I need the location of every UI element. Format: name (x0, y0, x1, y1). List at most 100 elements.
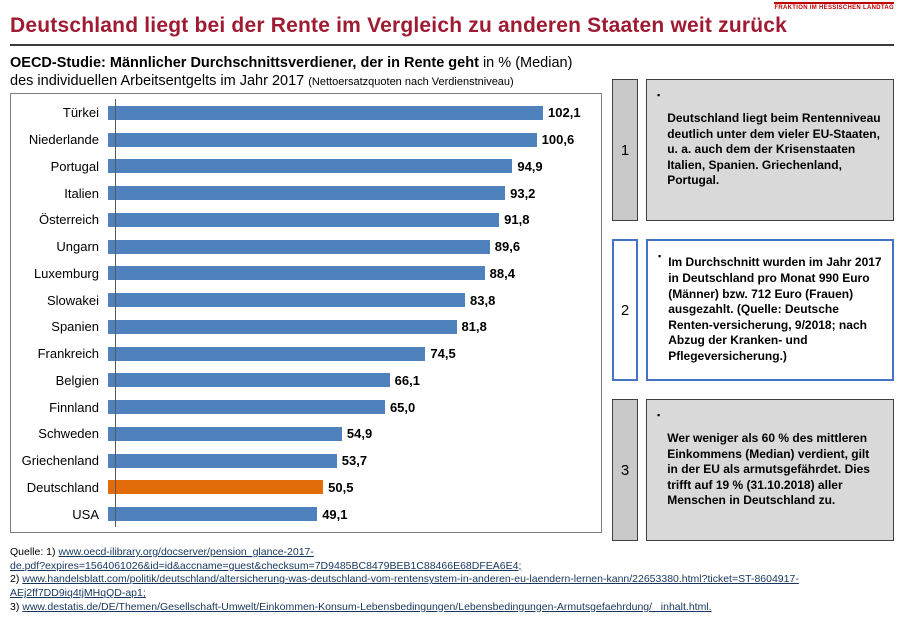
bar-track: 74,5 (107, 341, 597, 367)
category-label: Frankreich (37, 346, 99, 361)
bar-row: Spanien 81,8 (11, 314, 597, 340)
title-divider (10, 44, 894, 46)
main-content: OECD-Studie: Männlicher Durchschnittsver… (10, 55, 894, 541)
bar (108, 132, 537, 147)
bar-row: Österreich 91,8 (11, 207, 597, 233)
source-link[interactable]: www.handelsblatt.com/politik/deutschland… (10, 573, 799, 599)
bar (108, 293, 466, 307)
bar (108, 266, 485, 281)
bar-row: Slowakei 83,8 (11, 287, 597, 313)
source-line: 3) www.destatis.de/DE/Themen/Gesellschaf… (10, 601, 898, 615)
category-label: Portugal (50, 158, 99, 174)
bar-track: 65,0 (107, 394, 597, 420)
bar-row: Türkei 102,1 (11, 100, 597, 126)
bar-row: Portugal 94,9 (11, 153, 597, 179)
value-label: 88,4 (489, 265, 515, 281)
bar-track: 83,8 (107, 287, 597, 313)
value-label: 65,0 (389, 399, 416, 415)
bar-highlight (108, 480, 324, 495)
category-label: Österreich (39, 212, 99, 228)
bar-track: 81,8 (107, 314, 597, 340)
bar-track: 53,7 (107, 448, 597, 474)
value-label: 102,1 (548, 105, 581, 121)
value-label: 94,9 (517, 158, 543, 174)
bar-row: Griechenland 53,7 (11, 448, 597, 474)
bar-row: Belgien 66,1 (11, 367, 597, 393)
value-label: 100,6 (541, 132, 575, 147)
note-row: 2 ▪ Im Durchschnitt wurden im Jahr 2017 in… (612, 239, 894, 381)
bar-chart: Türkei 102,1 Niederlande 100,6 Portugal 94,9 I… (10, 93, 602, 534)
bar (108, 159, 513, 174)
note-box: ▪ Deutschland liegt beim Rentenniveau deu… (646, 79, 894, 221)
chart-title-note: (Nettoersatzquoten nach Verdienstniveau) (308, 75, 514, 88)
bar (108, 346, 426, 361)
note-text: Im Durchschnitt wurden im Jahr 2017 in D… (668, 255, 882, 363)
bar-track: 91,8 (107, 207, 597, 233)
category-label: Griechenland (21, 453, 99, 468)
category-label: Deutschland (26, 479, 99, 495)
bullet-icon: ▪ (657, 90, 661, 100)
sources: Quelle: 1) www.oecd-ilibrary.org/docserv… (10, 546, 898, 614)
value-label: 81,8 (461, 319, 487, 335)
value-label: 49,1 (322, 506, 348, 522)
bar-track: 49,1 (107, 501, 597, 527)
bar (108, 319, 457, 334)
bar-track: 50,5 (107, 474, 597, 500)
source-prefix: 3) (10, 600, 23, 613)
bar-track: 102,1 (107, 100, 597, 126)
bar-track: 94,9 (107, 153, 597, 179)
value-label: 93,2 (510, 185, 536, 201)
value-label: 83,8 (470, 292, 496, 308)
value-label: 53,7 (341, 453, 368, 468)
source-link[interactable]: de.pdf?expires=1564061026&id=id&accname=… (10, 559, 522, 572)
category-label: USA (72, 506, 99, 522)
source-link[interactable]: www.oecd-ilibrary.org/docserver/pension_… (58, 546, 314, 558)
category-label: Spanien (51, 319, 99, 335)
chart-title-line2: des individuellen Arbeitsentgelts im Jah… (10, 72, 305, 89)
bar-row: Niederlande 100,6 (11, 127, 597, 153)
note-text: Deutschland liegt beim Rentenniveau deut… (667, 111, 881, 188)
bar-row: USA 49,1 (11, 501, 597, 527)
bar-track: 54,9 (107, 421, 597, 447)
category-label: Belgien (55, 372, 99, 388)
note-row: 1 ▪ Deutschland liegt beim Rentenniveau de… (612, 79, 894, 221)
bar-track: 89,6 (107, 234, 597, 260)
bar (108, 400, 385, 414)
bar-row: Ungarn 89,6 (11, 234, 597, 260)
category-label: Slowakei (46, 292, 99, 308)
bar (108, 373, 390, 388)
bar (108, 212, 500, 227)
note-number: 1 (612, 79, 638, 221)
note-number: 2 (612, 239, 638, 381)
bar-track: 88,4 (107, 260, 597, 286)
category-label: Ungarn (56, 239, 99, 254)
bullet-icon: ▪ (658, 251, 662, 261)
notes-column: 1 ▪ Deutschland liegt beim Rentenniveau de… (612, 55, 894, 541)
bar (108, 186, 506, 200)
note-text: Wer weniger als 60 % des mittleren Einko… (667, 431, 870, 508)
bar-row: Schweden 54,9 (11, 421, 597, 447)
source-link[interactable]: www.destatis.de/DE/Themen/Gesellschaft-U… (22, 600, 712, 613)
source-prefix: 2) (10, 573, 23, 586)
chart-title-unit: in % (Median) (482, 55, 573, 71)
note-box: ▪ Wer weniger als 60 % des mittleren Eink… (646, 399, 894, 541)
chart-section: OECD-Studie: Männlicher Durchschnittsver… (10, 55, 602, 541)
bar-row: Frankreich 74,5 (11, 341, 597, 367)
bar-row: Finnland 65,0 (11, 394, 597, 420)
bar-track: 66,1 (107, 367, 597, 393)
category-label: Italien (64, 185, 99, 201)
bar-row: Deutschland 50,5 (11, 474, 597, 500)
bar-row: Luxemburg 88,4 (11, 260, 597, 286)
bar (108, 239, 490, 254)
bar (108, 426, 342, 441)
value-label: 89,6 (494, 239, 521, 254)
fraction-logo: FRAKTION IM HESSISCHEN LANDTAG (774, 2, 894, 11)
value-label: 91,8 (504, 212, 530, 228)
source-line: Quelle: 1) www.oecd-ilibrary.org/docserv… (10, 546, 898, 560)
bullet-icon: ▪ (657, 410, 661, 420)
category-label: Schweden (38, 426, 99, 442)
category-label: Türkei (62, 105, 99, 121)
value-label: 74,5 (430, 346, 456, 361)
value-label: 54,9 (346, 426, 373, 442)
bar (108, 507, 318, 521)
